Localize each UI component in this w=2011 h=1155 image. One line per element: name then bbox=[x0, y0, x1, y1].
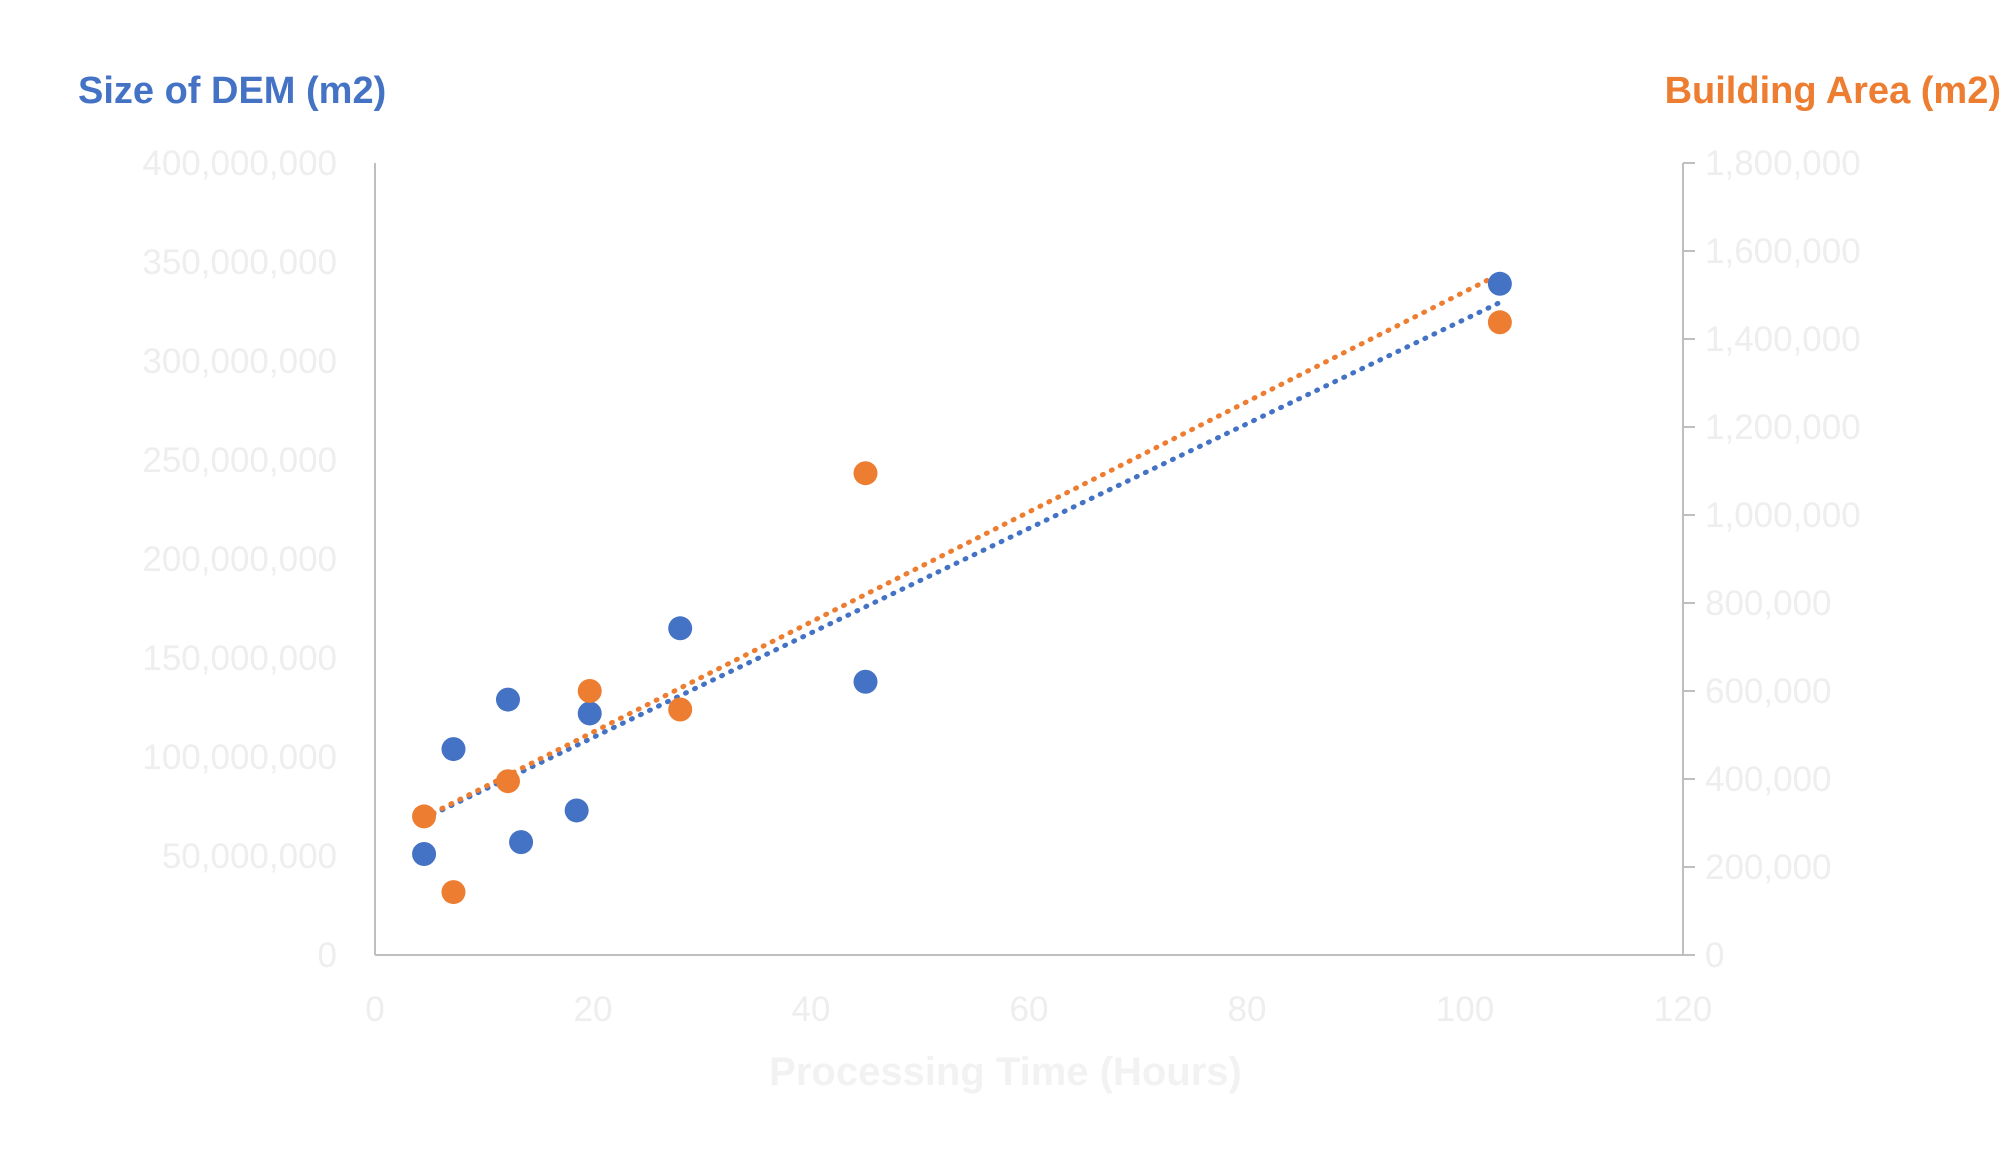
y-left-tick-label: 350,000,000 bbox=[142, 243, 337, 282]
x-tick-label: 20 bbox=[574, 990, 613, 1029]
y-right-tick-label: 400,000 bbox=[1705, 760, 1832, 799]
y-right-tick-label: 200,000 bbox=[1705, 848, 1832, 887]
data-point-dem-size bbox=[412, 842, 437, 867]
y-right-tick-labels: 0 200,000 400,000 600,000 800,000 1,000,000 1,… bbox=[1683, 144, 1861, 975]
x-tick-label: 100 bbox=[1436, 990, 1494, 1029]
trendline-building-area bbox=[421, 271, 1503, 821]
trendlines bbox=[421, 271, 1503, 822]
axes bbox=[374, 163, 1684, 956]
y-right-tick-label: 600,000 bbox=[1705, 672, 1832, 711]
y-left-tick-labels: 0 50,000,000 100,000,000 150,000,000 200,000… bbox=[142, 144, 337, 975]
y-right-tick-label: 1,000,000 bbox=[1705, 496, 1861, 535]
data-point-building-area bbox=[1487, 310, 1512, 335]
x-tick-labels: 0 20 40 60 80 100 120 bbox=[365, 990, 1712, 1029]
y-left-tick-label: 400,000,000 bbox=[142, 144, 337, 183]
y-left-axis-title: Size of DEM (m2) bbox=[78, 70, 387, 112]
y-left-tick-label: 250,000,000 bbox=[142, 441, 337, 480]
y-right-tick-label: 0 bbox=[1705, 936, 1724, 975]
y-left-tick-label: 150,000,000 bbox=[142, 639, 337, 678]
y-right-tick-label: 800,000 bbox=[1705, 584, 1832, 623]
data-point-building-area bbox=[495, 769, 520, 794]
data-point-building-area bbox=[577, 679, 602, 703]
data-point-building-area bbox=[853, 461, 878, 486]
x-axis-title: Processing Time (Hours) bbox=[769, 1050, 1242, 1094]
data-point-dem-size bbox=[495, 687, 520, 712]
x-tick-label: 0 bbox=[365, 990, 384, 1029]
data-point-dem-size bbox=[564, 798, 589, 823]
x-tick-label: 80 bbox=[1228, 990, 1267, 1029]
y-right-tick-label: 1,400,000 bbox=[1705, 320, 1861, 359]
x-tick-label: 120 bbox=[1654, 990, 1712, 1029]
data-point-dem-size bbox=[853, 669, 878, 694]
trendline-dem-size bbox=[421, 299, 1503, 822]
y-left-tick-label: 0 bbox=[318, 936, 337, 975]
y-right-tick-label: 1,600,000 bbox=[1705, 232, 1861, 271]
data-point-dem-size bbox=[577, 701, 602, 726]
data-point-dem-size bbox=[668, 616, 693, 641]
data-point-dem-size bbox=[509, 830, 534, 855]
data-point-building-area bbox=[412, 804, 437, 829]
y-left-tick-label: 300,000,000 bbox=[142, 342, 337, 381]
y-right-tick-label: 1,200,000 bbox=[1705, 408, 1861, 447]
x-tick-label: 40 bbox=[792, 990, 831, 1029]
y-left-tick-label: 200,000,000 bbox=[142, 540, 337, 579]
x-tick-label: 60 bbox=[1010, 990, 1049, 1029]
data-points bbox=[412, 271, 1512, 905]
data-point-dem-size bbox=[1487, 271, 1512, 296]
data-point-building-area bbox=[441, 880, 466, 905]
y-right-tick-label: 1,800,000 bbox=[1705, 144, 1861, 183]
y-left-tick-label: 100,000,000 bbox=[142, 738, 337, 777]
data-point-dem-size bbox=[441, 737, 466, 762]
y-left-tick-label: 50,000,000 bbox=[162, 837, 337, 876]
data-point-building-area bbox=[668, 697, 693, 722]
y-right-axis-title: Building Area (m2) bbox=[1664, 70, 2001, 112]
